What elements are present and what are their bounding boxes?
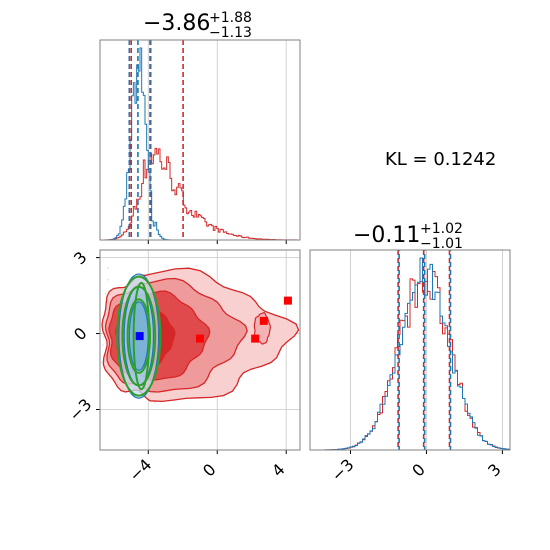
joint-red-marker-3 xyxy=(283,296,292,305)
joint-xtick-label-2: 4 xyxy=(268,460,289,481)
title-param2-main: −0.11 xyxy=(353,223,420,248)
joint-density-panel: −4 0 4 −3 0 3 xyxy=(65,248,301,485)
joint-xtick-label-1: 0 xyxy=(199,460,220,481)
joint-scatter-point xyxy=(195,264,198,267)
joint-ytick-label-1: 0 xyxy=(70,324,91,345)
joint-contents xyxy=(71,264,300,404)
joint-red-marker-1 xyxy=(251,334,260,343)
histogram-param2-panel: −3 0 3 xyxy=(309,249,511,485)
joint-scatter-point xyxy=(83,325,85,327)
title-param1: −3.86 xyxy=(143,11,210,36)
joint-scatter-point xyxy=(106,267,109,270)
hist2-red-series xyxy=(309,270,511,451)
joint-frame xyxy=(99,249,301,451)
title-param1-main: −3.86 xyxy=(143,11,210,36)
joint-scatter-point xyxy=(97,379,99,381)
joint-ytick-label-0: −3 xyxy=(65,395,95,425)
title-param2-sup: +1.02 xyxy=(420,221,463,237)
joint-green-contour-0 xyxy=(116,275,162,397)
joint-blue-marker-0 xyxy=(135,332,144,341)
joint-red-marker-0 xyxy=(196,334,204,343)
title-param2-sub: −1.01 xyxy=(420,236,463,252)
joint-scatter-point xyxy=(102,336,105,338)
joint-red-marker-2 xyxy=(259,316,268,325)
joint-scatter-point xyxy=(98,281,100,283)
joint-scatter-point xyxy=(81,350,83,352)
hist2-frame xyxy=(309,249,511,451)
joint-scatter-point xyxy=(101,361,104,364)
hist1-red-series xyxy=(99,147,301,241)
histogram-param1-panel xyxy=(99,39,301,244)
joint-scatter-point xyxy=(106,278,109,281)
title-param1-sub: −1.13 xyxy=(209,25,252,41)
title-param2: −0.11 xyxy=(353,223,420,248)
title-param1-sup: +1.88 xyxy=(209,10,252,26)
hist2-xtick-label-2: 3 xyxy=(484,460,505,481)
hist2-xtick-label-0: −3 xyxy=(328,455,358,485)
hist2-xtick-label-1: 0 xyxy=(408,460,429,481)
joint-scatter-point xyxy=(92,322,94,324)
joint-ytick-label-2: 3 xyxy=(70,248,91,269)
joint-green-contour-3 xyxy=(132,281,151,391)
joint-xtick-label-0: −4 xyxy=(125,455,155,485)
joint-scatter-point xyxy=(96,339,98,341)
joint-scatter-point xyxy=(71,335,73,337)
hist1-frame xyxy=(99,39,301,241)
kl-label: KL = 0.1242 xyxy=(385,149,496,170)
joint-scatter-point xyxy=(154,401,157,404)
hist2-blue-series xyxy=(309,257,511,451)
joint-scatter-point xyxy=(104,293,107,295)
joint-scatter-point xyxy=(101,344,104,347)
